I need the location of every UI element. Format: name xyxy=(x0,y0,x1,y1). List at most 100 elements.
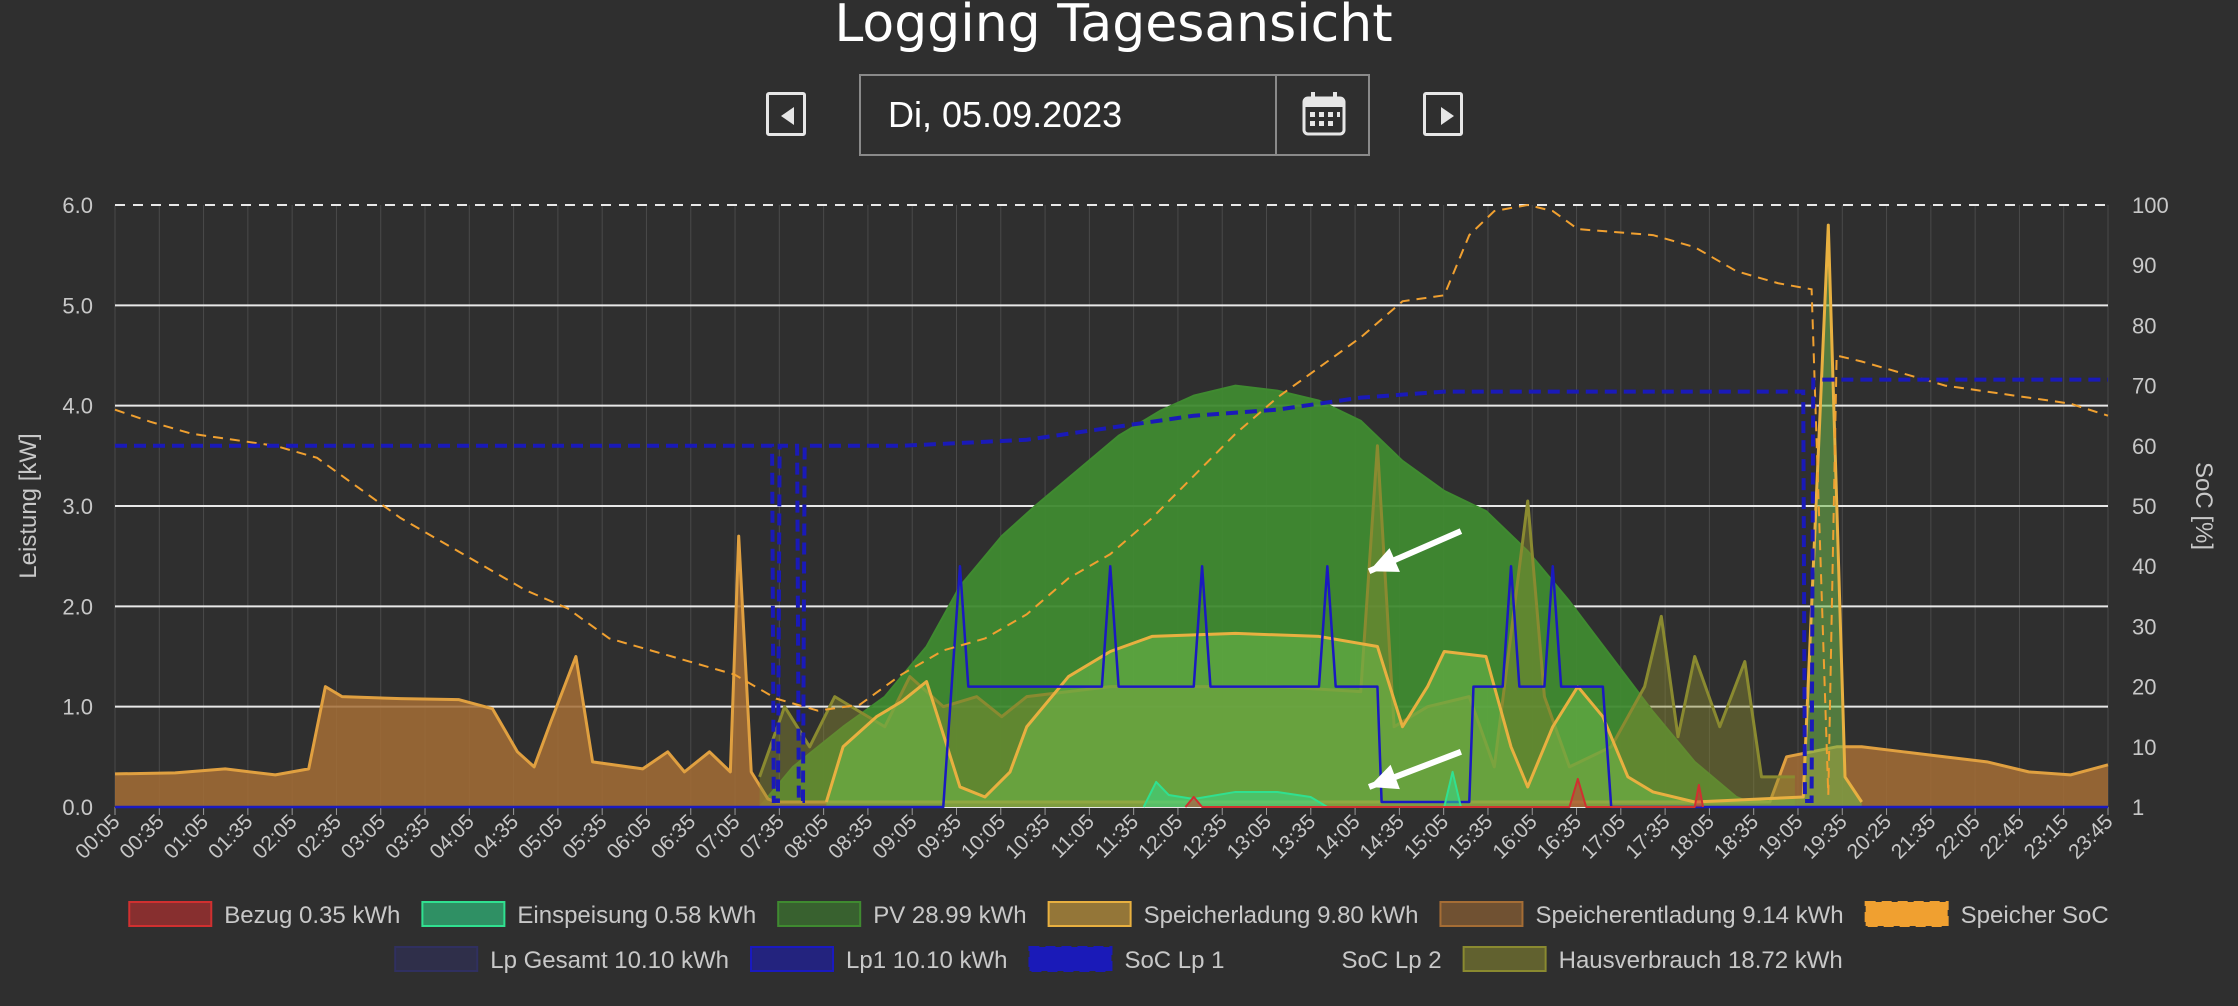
series-area-speicherentladung xyxy=(115,536,2108,807)
legend-item: Einspeisung 0.58 kWh xyxy=(517,902,756,929)
x-tick-label: 19:05 xyxy=(1754,810,1807,863)
calendar-icon xyxy=(1302,92,1346,136)
y-right-tick-label: 10 xyxy=(2132,735,2156,760)
x-tick-label: 05:05 xyxy=(514,810,567,863)
legend-swatch xyxy=(777,901,862,927)
x-tick-label: 18:05 xyxy=(1666,810,1719,863)
series-line-speicherladung xyxy=(824,223,1863,804)
series-line-speicherentladung xyxy=(114,534,2109,804)
x-tick-label: 06:05 xyxy=(603,810,656,863)
x-tick-label: 15:35 xyxy=(1444,810,1497,863)
x-tick-label: 10:05 xyxy=(957,810,1010,863)
x-tick-label: 00:35 xyxy=(115,810,168,863)
page-title: Logging Tagesansicht xyxy=(834,0,1393,54)
y-right-tick-label: 60 xyxy=(2132,434,2156,459)
y-left-tick-label: 1.0 xyxy=(62,695,93,720)
legend-item: Speicherentladung 9.14 kWh xyxy=(1535,902,1843,929)
y-right-tick-label: 100 xyxy=(2132,193,2169,218)
x-tick-label: 22:05 xyxy=(1931,810,1984,863)
x-tick-label: 20:25 xyxy=(1843,810,1896,863)
x-tick-label: 21:35 xyxy=(1887,810,1940,863)
y-right-tick-label: 80 xyxy=(2132,313,2156,338)
x-tick-label: 05:35 xyxy=(558,810,611,863)
x-tick-label: 15:05 xyxy=(1400,810,1453,863)
x-tick-label: 04:05 xyxy=(425,810,478,863)
series-area-hausverbrauch xyxy=(759,445,1795,807)
calendar-button[interactable] xyxy=(1275,76,1370,154)
x-tick-label: 23:15 xyxy=(2020,810,2073,863)
legend-swatch xyxy=(1439,901,1524,927)
next-day-button[interactable] xyxy=(1423,92,1463,136)
x-tick-label: 08:05 xyxy=(780,810,833,863)
y-right-tick-label: 1 xyxy=(2132,795,2144,820)
x-tick-label: 14:35 xyxy=(1355,810,1408,863)
annotation-arrow-head xyxy=(1369,548,1400,572)
y-left-tick-label: 0.0 xyxy=(62,795,93,820)
legend-swatch xyxy=(128,901,213,927)
legend-item: PV 28.99 kWh xyxy=(873,902,1026,929)
y-right-tick-label: 40 xyxy=(2132,554,2156,579)
x-tick-label: 02:35 xyxy=(293,810,346,863)
y-right-tick-label: 20 xyxy=(2132,675,2156,700)
y-left-axis-title: Leistung [kW] xyxy=(15,433,42,578)
series-area-einspeisung xyxy=(1143,771,1461,807)
x-tick-label: 07:35 xyxy=(735,810,788,863)
y-right-tick-label: 30 xyxy=(2132,614,2156,639)
x-tick-label: 12:05 xyxy=(1134,810,1187,863)
x-tick-label: 11:35 xyxy=(1091,810,1143,862)
legend-swatch xyxy=(1047,901,1132,927)
x-tick-label: 03:05 xyxy=(337,810,390,863)
y-left-tick-label: 4.0 xyxy=(62,394,93,419)
series-line-speicher-soc xyxy=(114,203,2109,795)
x-tick-label: 19:35 xyxy=(1798,810,1851,863)
x-tick-label: 23:45 xyxy=(2064,810,2117,863)
x-tick-label: 08:35 xyxy=(824,810,877,863)
legend-item: Bezug 0.35 kWh xyxy=(224,902,400,929)
legend-item: Speicher SoC xyxy=(1961,902,2109,929)
series-line-soc-lp1 xyxy=(115,377,2108,803)
x-tick-label: 17:05 xyxy=(1577,810,1630,863)
x-tick-label: 07:05 xyxy=(691,810,744,863)
x-tick-label: 09:05 xyxy=(868,810,921,863)
x-tick-label: 16:05 xyxy=(1488,810,1541,863)
series-area-bezug xyxy=(1185,778,1704,807)
y-left-tick-label: 2.0 xyxy=(62,594,93,619)
legend-swatch xyxy=(394,946,479,972)
series-line-bezug xyxy=(1184,777,1705,808)
y-right-axis-title: SoC [%] xyxy=(2190,462,2217,550)
series-area-speicherladung xyxy=(826,225,1862,808)
legend-swatch xyxy=(1462,946,1547,972)
legend-swatch xyxy=(1864,901,1949,927)
x-tick-label: 01:05 xyxy=(160,810,213,863)
legend-item: Hausverbrauch 18.72 kWh xyxy=(1559,947,1843,974)
legend-swatch xyxy=(1028,946,1113,972)
x-tick-label: 06:35 xyxy=(647,810,700,863)
legend-swatch xyxy=(421,901,506,927)
series-area-pv xyxy=(759,385,1762,807)
legend-item: Lp Gesamt 10.10 kWh xyxy=(490,947,729,974)
y-right-tick-label: 70 xyxy=(2132,374,2156,399)
y-right-tick-label: 90 xyxy=(2132,253,2156,278)
y-left-tick-label: 5.0 xyxy=(62,293,93,318)
x-tick-label: 14:05 xyxy=(1311,810,1364,863)
x-tick-label: 11:05 xyxy=(1047,810,1099,862)
series-line-einspeisung xyxy=(1142,770,1462,808)
y-left-tick-label: 3.0 xyxy=(62,494,93,519)
x-tick-label: 09:35 xyxy=(913,810,966,863)
previous-day-button[interactable] xyxy=(766,92,806,136)
y-left-tick-label: 6.0 xyxy=(62,193,93,218)
legend-item: Lp1 10.10 kWh xyxy=(846,947,1007,974)
annotation-arrow-head xyxy=(1369,764,1400,790)
x-tick-label: 04:35 xyxy=(470,810,523,863)
x-tick-label: 16:35 xyxy=(1533,810,1586,863)
x-tick-label: 22:45 xyxy=(1976,810,2029,863)
x-tick-label: 13:35 xyxy=(1267,810,1320,863)
x-tick-label: 10:35 xyxy=(1001,810,1054,863)
x-tick-label: 12:35 xyxy=(1178,810,1231,863)
date-input[interactable] xyxy=(861,76,1275,154)
y-right-tick-label: 50 xyxy=(2132,494,2156,519)
x-tick-label: 03:35 xyxy=(381,810,434,863)
legend-item: Speicherladung 9.80 kWh xyxy=(1144,902,1419,929)
x-tick-label: 13:05 xyxy=(1223,810,1276,863)
